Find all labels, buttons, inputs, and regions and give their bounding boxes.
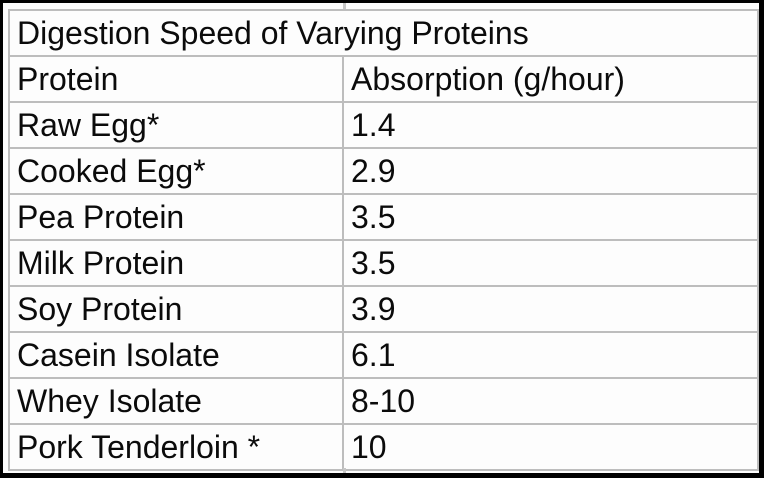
table-row: Soy Protein 3.9 <box>8 285 759 333</box>
title-row: Digestion Speed of Varying Proteins <box>7 9 759 57</box>
protein-cell: Pea Protein <box>8 193 344 241</box>
absorption-cell: 3.5 <box>341 239 759 287</box>
bottom-partial-row-divider <box>343 468 346 473</box>
absorption-cell: 6.1 <box>341 331 759 379</box>
table-row: Pork Tenderloin * 10 <box>8 423 759 471</box>
protein-cell: Raw Egg* <box>8 101 344 149</box>
absorption-cell: 8-10 <box>341 377 759 425</box>
top-partial-row-divider <box>343 3 346 9</box>
table-title: Digestion Speed of Varying Proteins <box>7 9 759 57</box>
digestion-speed-table: Digestion Speed of Varying Proteins Prot… <box>7 9 759 471</box>
absorption-cell: 2.9 <box>341 147 759 195</box>
column-header-absorption: Absorption (g/hour) <box>341 55 759 103</box>
absorption-cell: 3.9 <box>341 285 759 333</box>
protein-cell: Cooked Egg* <box>8 147 344 195</box>
header-row: Protein Absorption (g/hour) <box>8 55 759 103</box>
table-row: Raw Egg* 1.4 <box>8 101 759 149</box>
protein-cell: Soy Protein <box>8 285 344 333</box>
absorption-cell: 10 <box>341 423 759 471</box>
protein-cell: Casein Isolate <box>8 331 344 379</box>
protein-cell: Pork Tenderloin * <box>8 423 344 471</box>
absorption-cell: 1.4 <box>341 101 759 149</box>
protein-cell: Whey Isolate <box>8 377 344 425</box>
table-row: Milk Protein 3.5 <box>8 239 759 287</box>
absorption-cell: 3.5 <box>341 193 759 241</box>
protein-cell: Milk Protein <box>8 239 344 287</box>
table-row: Cooked Egg* 2.9 <box>8 147 759 195</box>
table-row: Pea Protein 3.5 <box>8 193 759 241</box>
table-row: Whey Isolate 8-10 <box>8 377 759 425</box>
table-row: Casein Isolate 6.1 <box>8 331 759 379</box>
column-header-protein: Protein <box>8 55 344 103</box>
